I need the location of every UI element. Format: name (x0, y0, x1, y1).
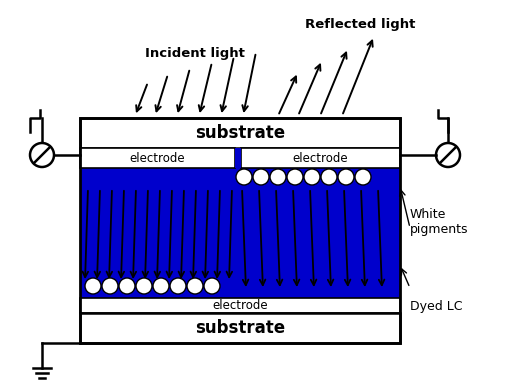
Text: Reflected light: Reflected light (305, 18, 415, 31)
Circle shape (304, 169, 320, 185)
Text: electrode: electrode (212, 299, 268, 312)
Circle shape (153, 278, 169, 294)
Circle shape (85, 278, 101, 294)
Circle shape (321, 169, 337, 185)
Bar (80, 298, 400, 313)
Text: White
pigments: White pigments (410, 208, 469, 236)
Text: substrate: substrate (195, 319, 285, 337)
Circle shape (170, 278, 186, 294)
Circle shape (30, 143, 54, 167)
Bar (235, 148, 241, 168)
Circle shape (236, 169, 252, 185)
Bar (80, 118, 400, 148)
Text: Incident light: Incident light (145, 47, 245, 60)
Bar (80, 148, 235, 168)
Circle shape (436, 143, 460, 167)
Circle shape (253, 169, 269, 185)
Text: electrode: electrode (293, 151, 349, 165)
Text: Dyed LC: Dyed LC (410, 300, 462, 313)
Circle shape (204, 278, 220, 294)
Text: substrate: substrate (195, 124, 285, 142)
Circle shape (187, 278, 203, 294)
Circle shape (270, 169, 286, 185)
Bar (80, 313, 400, 343)
Circle shape (119, 278, 135, 294)
Circle shape (102, 278, 118, 294)
Bar (80, 118, 400, 343)
Bar (241, 148, 400, 168)
Bar (80, 168, 400, 298)
Circle shape (287, 169, 303, 185)
Circle shape (338, 169, 354, 185)
Text: electrode: electrode (130, 151, 185, 165)
Circle shape (355, 169, 371, 185)
Circle shape (136, 278, 152, 294)
